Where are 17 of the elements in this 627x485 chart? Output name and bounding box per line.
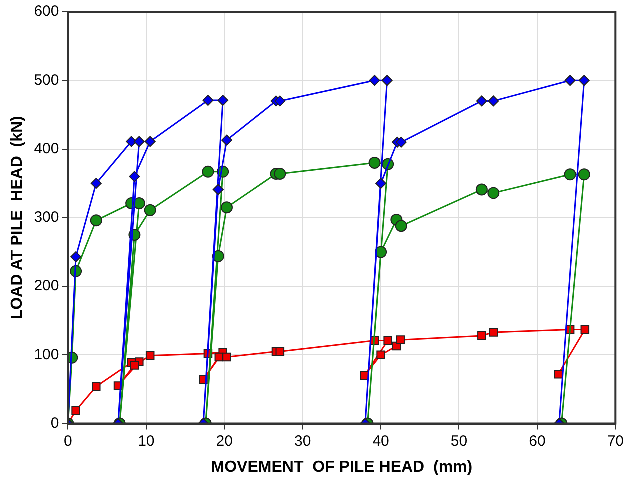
x-tick-label: 70 (607, 432, 624, 450)
x-tick-label: 0 (64, 432, 72, 450)
x-tick-label: 30 (294, 432, 312, 450)
x-axis-title: MOVEMENT OF PILE HEAD (mm) (211, 458, 473, 476)
y-tick-label: 0 (50, 414, 60, 432)
y-tick-label: 200 (34, 278, 60, 295)
y-tick-label: 500 (34, 72, 60, 89)
x-tick-label: 20 (216, 432, 233, 450)
x-tick-label: 40 (372, 432, 390, 450)
x-tick-label: 10 (138, 432, 155, 450)
y-axis-title: LOAD AT PILE HEAD (kN) (9, 116, 26, 320)
y-tick-label: 300 (34, 209, 60, 226)
x-tick-label: 50 (450, 432, 468, 450)
y-tick-label: 400 (34, 140, 60, 158)
y-tick-label: 100 (34, 346, 60, 364)
y-tick-label: 600 (34, 3, 60, 20)
x-tick-label: 60 (529, 432, 546, 450)
